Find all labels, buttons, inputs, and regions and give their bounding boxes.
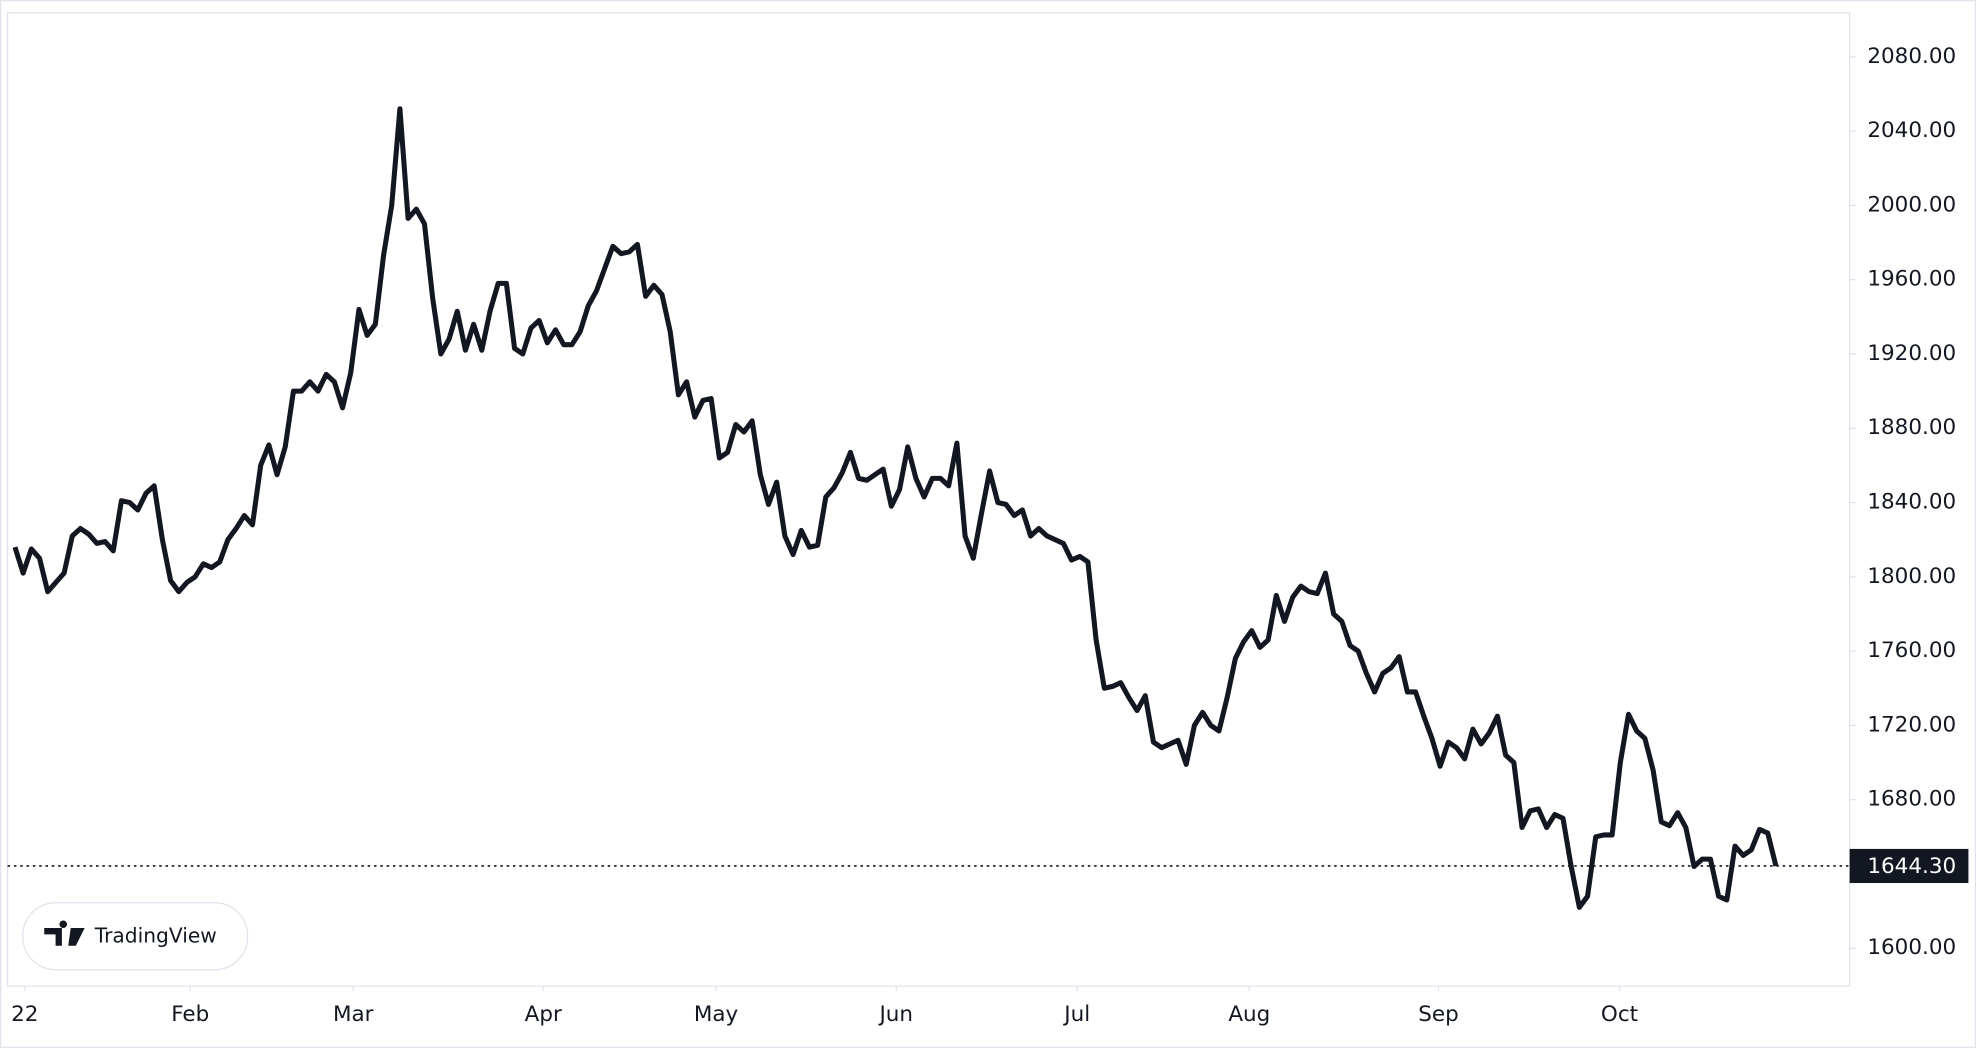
y-tick-label: 1920.00 <box>1867 341 1956 366</box>
y-tick-label: 2040.00 <box>1867 118 1956 143</box>
x-tick-label: Feb <box>171 1002 209 1027</box>
y-tick-label: 2000.00 <box>1867 192 1956 217</box>
y-tick-label: 1880.00 <box>1867 415 1956 440</box>
y-tick-label: 1960.00 <box>1867 267 1956 292</box>
price-tag <box>1849 848 1969 884</box>
y-tick-label: 1600.00 <box>1867 935 1956 960</box>
x-tick-label: 22 <box>11 1002 38 1027</box>
y-tick-label: 1760.00 <box>1867 638 1956 663</box>
y-tick-label: 2080.00 <box>1867 44 1956 69</box>
price-tag-label: 1644.30 <box>1867 854 1956 879</box>
x-tick-label: Aug <box>1228 1002 1270 1027</box>
y-tick-label: 1800.00 <box>1867 564 1956 589</box>
x-tick-label: Jul <box>1062 1002 1090 1027</box>
watermark-badge[interactable]: TradingView <box>22 902 249 971</box>
x-tick-label: Apr <box>525 1002 562 1027</box>
price-line <box>12 106 1779 910</box>
watermark: TradingView <box>94 923 217 947</box>
x-tick-label: Oct <box>1601 1002 1638 1027</box>
y-tick-label: 1720.00 <box>1867 712 1956 737</box>
y-tick-label: 1680.00 <box>1867 787 1956 812</box>
x-axis: 22 Feb Mar Apr May Jun Jul Aug Sep Oct <box>11 986 1638 1027</box>
x-tick-label: May <box>694 1002 739 1027</box>
logo-icon <box>44 920 85 946</box>
x-tick-label: Sep <box>1418 1002 1458 1027</box>
x-tick-label: Jun <box>877 1002 913 1027</box>
plot-border <box>6 11 1851 987</box>
y-tick-label: 1840.00 <box>1867 490 1956 515</box>
badge-bg <box>22 902 249 971</box>
x-tick-label: Mar <box>333 1002 374 1027</box>
